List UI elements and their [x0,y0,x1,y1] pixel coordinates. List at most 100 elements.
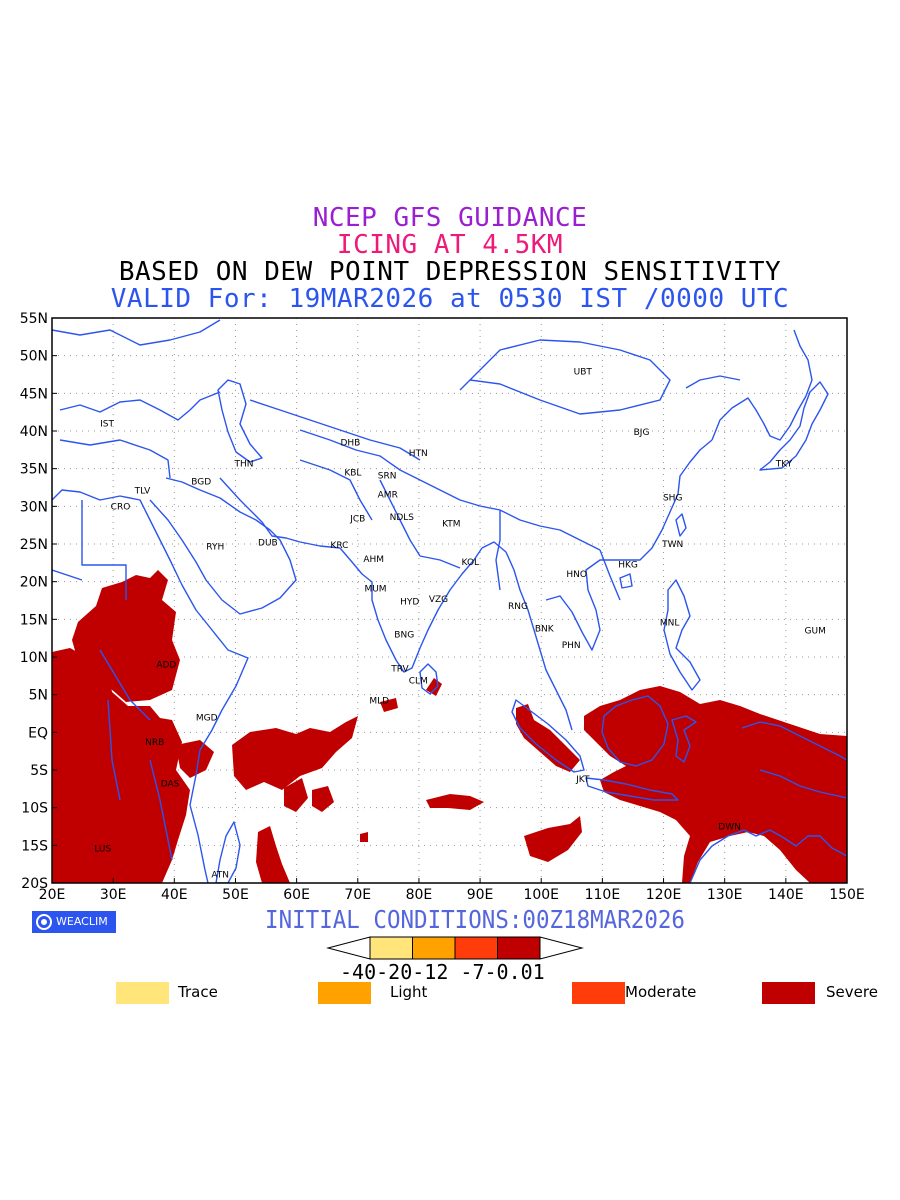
icing-map: 20E 30E 40E 50E 60E 70E 80E 90E 100E 110E 120E 130E… [20,311,865,960]
y-tick-label: 15S [21,838,48,854]
title-line-1: NCEP GFS GUIDANCE [312,203,588,233]
coastline-caspian [217,379,263,463]
station-label-vzg: VZG [429,595,448,605]
station-label-kbl: KBL [344,468,361,478]
station-label-hyd: HYD [400,597,419,607]
station-label-mum: MUM [364,584,386,594]
axis-ticks: 20E 30E 40E 50E 60E 70E 80E 90E 100E 110E 120E 130E… [20,311,865,903]
coastline-madagascar [215,821,241,883]
icing-area-equatorial-ocean [426,794,484,810]
icing-area-java-sea [620,776,668,794]
icing-area-africa-main [52,648,190,883]
x-tick-label: 50E [222,887,249,903]
x-tick-label: 100E [523,887,559,903]
station-label-phn: PHN [562,641,581,651]
coastline-central-asia [52,319,421,521]
x-tick-label: 60E [283,887,310,903]
map-frame [51,317,848,884]
station-label-ubt: UBT [574,367,593,377]
colorbar-box [369,936,413,960]
coastline-japan [759,381,829,471]
legend-swatch-severe [762,982,815,1004]
icing-area-sumatra [516,704,580,772]
colorbar [326,936,584,960]
national-borders-asia [299,339,671,601]
x-tick-label: 120E [646,887,682,903]
legend-label-severe: Severe [826,983,878,1001]
station-label-mld: MLD [369,697,389,707]
station-labels: UBT IST BJG DHB HTN THN TKY KBL SRN BGD TLV SHG AMR C… [94,367,826,880]
y-tick-label: 10N [20,650,48,666]
colorbar-labels: -40-20-12 -7-0.01 [340,960,545,984]
station-label-tky: TKY [775,459,793,469]
station-label-tlv: TLV [134,487,152,497]
station-label-clm: CLM [409,676,428,686]
x-tick-label: 140E [768,887,804,903]
station-label-amr: AMR [378,490,398,500]
coastline-philippines [663,579,701,691]
station-label-trv: TRV [390,664,409,674]
station-label-mnl: MNL [660,618,680,628]
station-label-gum: GUM [805,627,826,637]
coastline-borneo [601,695,669,767]
y-tick-label: 45N [20,386,48,402]
coastline-taiwan-hainan [619,513,687,589]
coastline-china-korea [685,329,813,441]
title-line-4: VALID For: 19MAR2026 at 0530 IST /0000 U… [110,284,790,314]
station-label-atn: ATN [211,871,229,881]
colorbar-right-arrow [539,936,584,960]
x-tick-label: 40E [161,887,188,903]
coastline-sri-lanka [419,663,439,695]
y-tick-label: 10S [21,801,48,817]
initial-conditions: INITIAL CONDITIONS:00Z18MAR2026 [265,905,685,934]
y-tick-label: EQ [28,725,48,741]
y-tick-label: 35N [20,462,48,478]
x-tick-label: 80E [406,887,433,903]
x-tick-label: 130E [707,887,743,903]
logo-text: WEACLIM [56,915,108,928]
station-label-kol: KOL [462,558,480,568]
legend-swatch-trace [116,982,169,1004]
y-tick-label: 5N [29,688,48,704]
station-label-ahm: AHM [363,555,384,565]
coastline-new-guinea [741,721,847,799]
y-tick-label: 40N [20,424,48,440]
weaclim-logo-icon [36,914,52,930]
station-label-rng: RNG [508,602,528,612]
station-label-hno: HNO [566,570,587,580]
x-tick-label: 150E [829,887,865,903]
station-label-thn: THN [234,459,254,469]
colorbar-box [454,936,498,960]
icing-area-maritime-continent [584,686,847,883]
coastline-africa-borders [52,500,173,861]
colorbar-box [412,936,456,960]
colorbar-box [497,936,541,960]
severe-icing-areas [52,570,847,883]
coastline-sulawesi [671,715,697,763]
station-label-nrb: NRB [145,738,164,748]
x-tick-label: 20E [39,887,66,903]
y-tick-label: 55N [20,311,48,327]
coastline-india [339,547,483,673]
coastline-australia [689,829,847,883]
station-label-twn: TWN [661,540,683,550]
icing-area-madagascar-east [256,826,290,883]
y-tick-label: 30N [20,499,48,515]
coastline-africa-west [52,489,249,883]
station-label-bjg: BJG [634,428,650,438]
station-label-das: DAS [161,780,180,790]
station-label-dwn: DWN [718,823,741,833]
station-label-shg: SHG [663,493,682,503]
legend-label-moderate: Moderate [625,983,697,1001]
station-label-ryh: RYH [206,542,224,552]
y-tick-label: 50N [20,349,48,365]
station-label-jkt: JKT [575,775,590,785]
title-line-3: BASED ON DEW POINT DEPRESSION SENSITIVIT… [118,257,782,287]
weaclim-logo: WEACLIM [32,911,116,933]
icing-area-small-cell [360,832,368,842]
station-label-bng: BNG [394,630,414,640]
station-label-hkg: HKG [618,560,638,570]
coastlines [52,319,847,883]
legend-swatch-light [318,982,371,1004]
station-label-mgd: MGD [196,713,218,723]
